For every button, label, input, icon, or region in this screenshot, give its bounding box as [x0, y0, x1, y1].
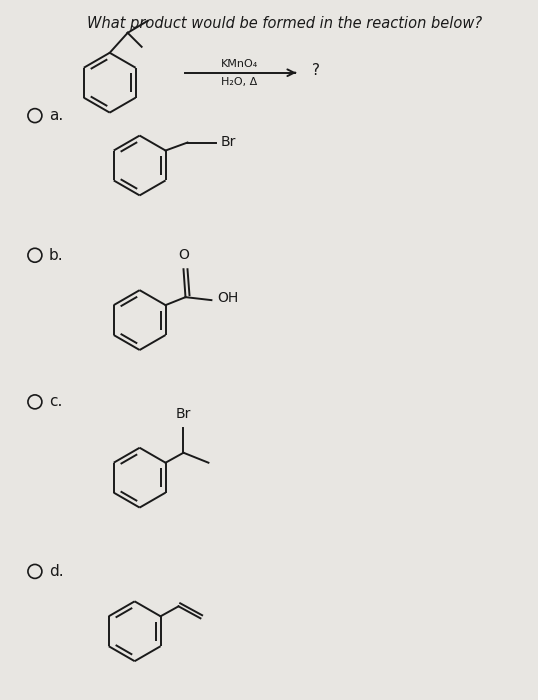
- Text: H₂O, Δ: H₂O, Δ: [221, 77, 258, 87]
- Text: KMnO₄: KMnO₄: [221, 59, 258, 69]
- Text: What product would be formed in the reaction below?: What product would be formed in the reac…: [87, 16, 482, 31]
- Text: c.: c.: [49, 394, 62, 410]
- Text: OH: OH: [217, 291, 239, 305]
- Text: Br: Br: [176, 407, 191, 421]
- Text: Br: Br: [221, 134, 236, 148]
- Text: ?: ?: [312, 63, 320, 78]
- Text: b.: b.: [49, 248, 63, 262]
- Text: d.: d.: [49, 564, 63, 579]
- Text: O: O: [178, 248, 189, 262]
- Text: a.: a.: [49, 108, 63, 123]
